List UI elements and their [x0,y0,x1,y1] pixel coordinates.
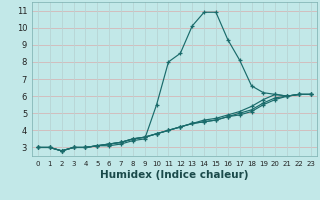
X-axis label: Humidex (Indice chaleur): Humidex (Indice chaleur) [100,170,249,180]
